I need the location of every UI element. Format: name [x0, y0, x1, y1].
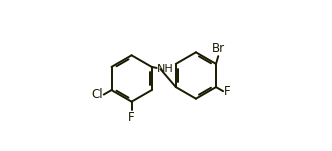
Text: F: F: [128, 111, 135, 124]
Text: NH: NH: [157, 64, 174, 74]
Text: F: F: [224, 85, 230, 98]
Text: Cl: Cl: [91, 88, 103, 101]
Text: Br: Br: [212, 42, 225, 55]
